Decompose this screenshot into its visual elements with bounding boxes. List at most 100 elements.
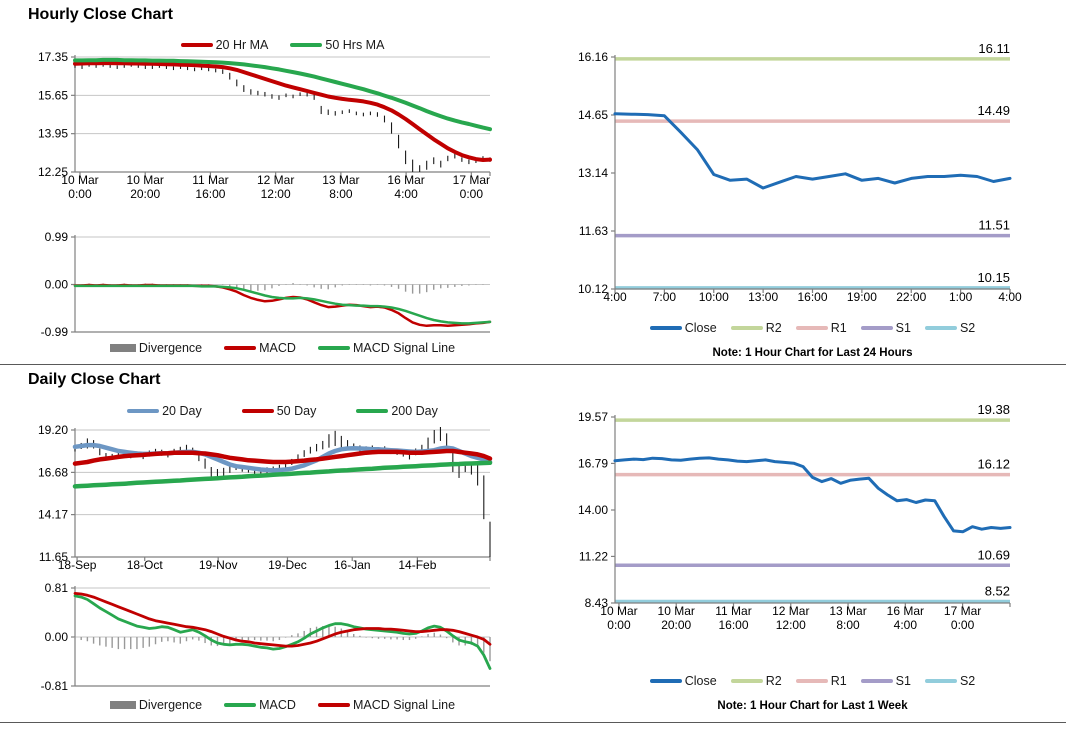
- legend-swatch-r1: [795, 678, 828, 684]
- y-tick-label: 11.63: [579, 224, 608, 238]
- x-tick-label: 1:00: [949, 290, 973, 304]
- legend-label: S2: [959, 674, 976, 688]
- x-tick-label: 19-Dec: [268, 558, 307, 572]
- legend-swatch-50-day: [241, 408, 274, 414]
- series-close: [613, 112, 1012, 190]
- level-label-s1: 10.69: [977, 547, 1010, 562]
- y-tick-label: 17.35: [38, 50, 68, 64]
- legend-label: Close: [684, 674, 717, 688]
- y-tick-label: 15.65: [38, 88, 68, 102]
- legend-item-r2: R2: [730, 674, 782, 688]
- legend-label: S1: [895, 321, 911, 335]
- axes: [71, 428, 491, 561]
- y-tick-label: 16.79: [578, 456, 608, 470]
- series-divergence: [74, 283, 484, 294]
- series-macd-signal-line: [73, 591, 492, 648]
- x-tick-label: 12:00: [261, 187, 291, 201]
- legend-swatch-20-hr-ma: [180, 42, 213, 48]
- legend-item-50-hrs-ma: 50 Hrs MA: [290, 38, 384, 52]
- x-tick-label: 10 Mar: [61, 173, 98, 187]
- level-label-s2: 8.52: [985, 583, 1010, 598]
- x-tick-label: 10 Mar: [658, 604, 695, 618]
- axes: [71, 235, 490, 333]
- daily-section-title: Daily Close Chart: [28, 371, 161, 388]
- series-close-candles: [74, 427, 491, 557]
- hourly-section-title: Hourly Close Chart: [28, 6, 173, 23]
- x-tick-label: 10 Mar: [127, 173, 164, 187]
- x-tick-label: 10:00: [699, 290, 729, 304]
- series-close: [613, 456, 1012, 534]
- legend-item-50-day: 50 Day: [241, 404, 316, 418]
- legend-label: MACD Signal Line: [352, 341, 456, 355]
- x-tick-label: 0:00: [68, 187, 92, 201]
- legend-label: S1: [895, 674, 911, 688]
- y-tick-label: 10.12: [578, 282, 608, 296]
- x-tick-label: 0:00: [951, 618, 975, 632]
- x-tick-label: 17 Mar: [453, 173, 490, 187]
- x-tick-label: 20:00: [130, 187, 160, 201]
- y-tick-label: 0.81: [45, 581, 69, 595]
- legend-item-200-day: 200 Day: [356, 404, 438, 418]
- x-tick-label: 16:00: [797, 290, 827, 304]
- x-tick-label: 16 Mar: [887, 604, 924, 618]
- x-tick-label: 4:00: [894, 618, 918, 632]
- legend-swatch-macd-signal-line: [317, 702, 350, 708]
- x-tick-label: 11 Mar: [715, 604, 751, 618]
- hourly-macd-chart: 0.99 0.00 -0.99: [41, 230, 492, 339]
- legend-item-close: Close: [649, 321, 717, 335]
- y-tick-label: 19.57: [578, 410, 608, 424]
- y-tick-label: 16.68: [38, 465, 68, 479]
- daily-pivot-chart: 19.38 16.12 10.69 8.52 19.57 16.79 14.00 11.22 8…: [578, 402, 1012, 632]
- legend-label: R2: [765, 321, 782, 335]
- series-200-day: [72, 460, 493, 489]
- series-20-hr-ma: [73, 61, 492, 162]
- legend-label: Divergence: [138, 341, 203, 355]
- x-tick-label: 13 Mar: [322, 173, 359, 187]
- legend-label: 50 Hrs MA: [325, 38, 385, 52]
- y-tick-label: 14.65: [578, 108, 608, 122]
- legend-item-20-hr-ma: 20 Hr MA: [180, 38, 268, 52]
- x-tick-label: 13:00: [748, 290, 778, 304]
- level-label-s1: 11.51: [978, 218, 1010, 233]
- legend-swatch-macd-signal-line: [317, 345, 350, 351]
- axes: [611, 415, 1011, 607]
- legend-label: S2: [959, 321, 976, 335]
- y-tick-label: 16.16: [578, 50, 608, 64]
- x-tick-label: 0:00: [460, 187, 484, 201]
- x-tick-label: 8:00: [836, 618, 860, 632]
- x-tick-label: 19-Nov: [199, 558, 238, 572]
- daily-pivot-note: Note: 1 Hour Chart for Last 1 Week: [717, 700, 908, 712]
- x-tick-label: 16:00: [718, 618, 748, 632]
- x-tick-label: 4:00: [394, 187, 418, 201]
- hourly-pivot-legend: Close R2 R1 S1 S2: [615, 321, 1010, 335]
- legend-item-divergence: Divergence: [109, 698, 203, 712]
- hourly-price-legend: 20 Hr MA 50 Hrs MA: [75, 38, 490, 52]
- y-tick-label: -0.81: [41, 679, 69, 693]
- level-label-s2: 10.15: [977, 270, 1010, 285]
- legend-item-s2: S2: [924, 674, 976, 688]
- legend-item-r2: R2: [730, 321, 782, 335]
- hourly-pivot-note: Note: 1 Hour Chart for Last 24 Hours: [712, 347, 913, 359]
- series-50-hrs-ma: [73, 57, 492, 132]
- legend-item-macd: MACD: [224, 341, 296, 355]
- legend-swatch-r2: [730, 678, 763, 684]
- x-tick-label: 18-Sep: [58, 558, 97, 572]
- series-macd-signal-line: [73, 284, 492, 325]
- axes: [71, 586, 490, 687]
- legend-swatch-200-day: [356, 408, 389, 414]
- x-tick-label: 12:00: [776, 618, 806, 632]
- x-tick-label: 4:00: [603, 290, 627, 304]
- legend-item-s1: S1: [860, 674, 911, 688]
- x-tick-label: 18-Oct: [127, 558, 164, 572]
- legend-item-macd-signal-line: MACD Signal Line: [317, 341, 456, 355]
- legend-label: Divergence: [138, 698, 203, 712]
- legend-label: R1: [830, 321, 847, 335]
- legend-label: MACD Signal Line: [352, 698, 456, 712]
- legend-item-macd: MACD: [224, 698, 296, 712]
- legend-label: 200 Day: [391, 404, 438, 418]
- x-tick-label: 16:00: [195, 187, 225, 201]
- x-tick-label: 7:00: [653, 290, 677, 304]
- level-label-r1: 14.49: [977, 103, 1010, 118]
- legend-item-macd-signal-line: MACD Signal Line: [317, 698, 456, 712]
